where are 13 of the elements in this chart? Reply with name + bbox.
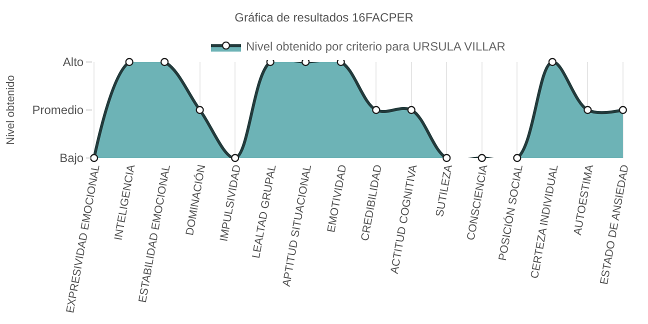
y-axis-title: Nivel obtenido [4, 75, 17, 145]
x-tick-label: EMOTIVIDAD [326, 164, 350, 234]
x-tick-label: ACTITUD COGNITIVA [388, 163, 420, 275]
category-label: Alto [62, 55, 84, 70]
category-label: Promedio [32, 103, 84, 118]
x-tick-label: SUTILEZA [434, 163, 456, 218]
x-tick-label: ESTADO DE ANSIEDAD [598, 164, 632, 286]
legend-label: Nivel obtenido por criterio para URSULA VILLAR [246, 39, 506, 54]
category-label: Bajo [60, 151, 84, 166]
x-tick-label: POSICIÓN SOCIAL [496, 164, 526, 262]
x-tick-label: CERTEZA INDIVIDUAL [528, 164, 561, 280]
chart-title: Gráfica de resultados 16FACPER [234, 10, 414, 24]
x-tick-label: LEALTAD GRUPAL [250, 164, 279, 260]
